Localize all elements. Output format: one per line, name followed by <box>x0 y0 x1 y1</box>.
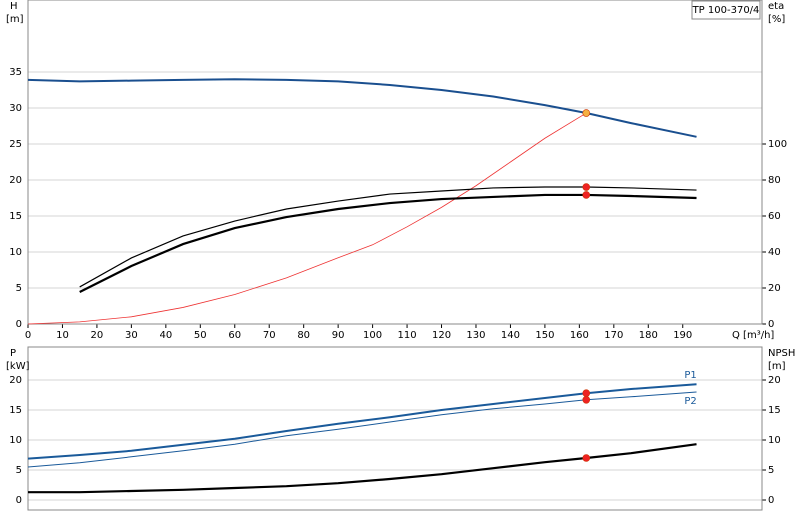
y-tick-label: 15 <box>9 211 22 222</box>
chart-title: TP 100-370/4 <box>692 5 760 16</box>
x-tick-label: 30 <box>125 330 138 341</box>
x-tick-label: 100 <box>363 330 382 341</box>
series-line <box>27 112 587 325</box>
y-tick-label: 0 <box>16 495 22 506</box>
series-line <box>27 391 697 468</box>
y-axis-label: P <box>10 348 16 359</box>
y2-tick-label: 20 <box>768 375 781 386</box>
x-tick-label: 0 <box>25 330 31 341</box>
plot-frame <box>27 0 763 325</box>
y-tick-label: 20 <box>9 175 22 186</box>
y2-tick-label: 80 <box>768 175 781 186</box>
duty-point <box>582 395 591 404</box>
y-axis-unit: [m] <box>6 14 24 25</box>
x-tick-label: 10 <box>56 330 69 341</box>
series-label: P2 <box>684 396 696 407</box>
y2-tick-label: 60 <box>768 211 781 222</box>
y-tick-label: 10 <box>9 247 22 258</box>
y-tick-label: 30 <box>9 103 22 114</box>
y-tick-label: 20 <box>9 375 22 386</box>
y-tick-label: 10 <box>9 435 22 446</box>
y2-tick-label: 100 <box>768 139 787 150</box>
duty-point <box>582 191 591 199</box>
x-tick-label: 50 <box>194 330 207 341</box>
x-tick-label: 110 <box>398 330 417 341</box>
y2-tick-label: 0 <box>768 495 774 506</box>
duty-point <box>582 183 591 191</box>
y-tick-label: 0 <box>16 319 22 330</box>
series-line <box>28 443 697 494</box>
x-tick-label: 180 <box>639 330 658 341</box>
x-tick-label: 60 <box>228 330 241 341</box>
y2-tick-label: 5 <box>768 465 774 476</box>
y-tick-label: 5 <box>16 283 22 294</box>
y-tick-label: 35 <box>9 67 22 78</box>
x-tick-label: 90 <box>332 330 345 341</box>
x-tick-label: 40 <box>159 330 172 341</box>
x-tick-label: 20 <box>91 330 104 341</box>
title-box <box>691 0 761 20</box>
y2-tick-label: 40 <box>768 247 781 258</box>
x-tick-label: 140 <box>501 330 520 341</box>
series-line <box>27 383 697 460</box>
x-tick-label: 190 <box>673 330 692 341</box>
x-axis-label: Q [m³/h] <box>732 330 774 341</box>
x-tick-label: 70 <box>263 330 276 341</box>
y-tick-label: 25 <box>9 139 22 150</box>
y2-axis-unit: [m] <box>768 361 786 372</box>
y2-axis-label: NPSH <box>768 348 795 359</box>
series-label: P1 <box>684 370 696 381</box>
x-tick-label: 160 <box>570 330 589 341</box>
y2-tick-label: 20 <box>768 283 781 294</box>
duty-point <box>582 389 591 398</box>
y-axis-unit: [kW] <box>6 361 30 372</box>
y-tick-label: 5 <box>16 465 22 476</box>
y2-tick-label: 15 <box>768 405 781 416</box>
y-axis-label: H <box>10 1 18 12</box>
x-tick-label: 80 <box>297 330 310 341</box>
x-tick-label: 150 <box>535 330 554 341</box>
duty-point <box>582 109 591 117</box>
duty-point <box>582 454 591 462</box>
y2-axis-unit: [%] <box>768 14 785 25</box>
y2-tick-label: 0 <box>768 319 774 330</box>
x-tick-label: 130 <box>466 330 485 341</box>
x-tick-label: 170 <box>604 330 623 341</box>
y-tick-label: 15 <box>9 405 22 416</box>
x-tick-label: 120 <box>432 330 451 341</box>
y2-axis-label: eta <box>768 1 784 12</box>
y2-tick-label: 10 <box>768 435 781 446</box>
plot-frame <box>27 346 763 511</box>
series-line <box>27 78 697 138</box>
